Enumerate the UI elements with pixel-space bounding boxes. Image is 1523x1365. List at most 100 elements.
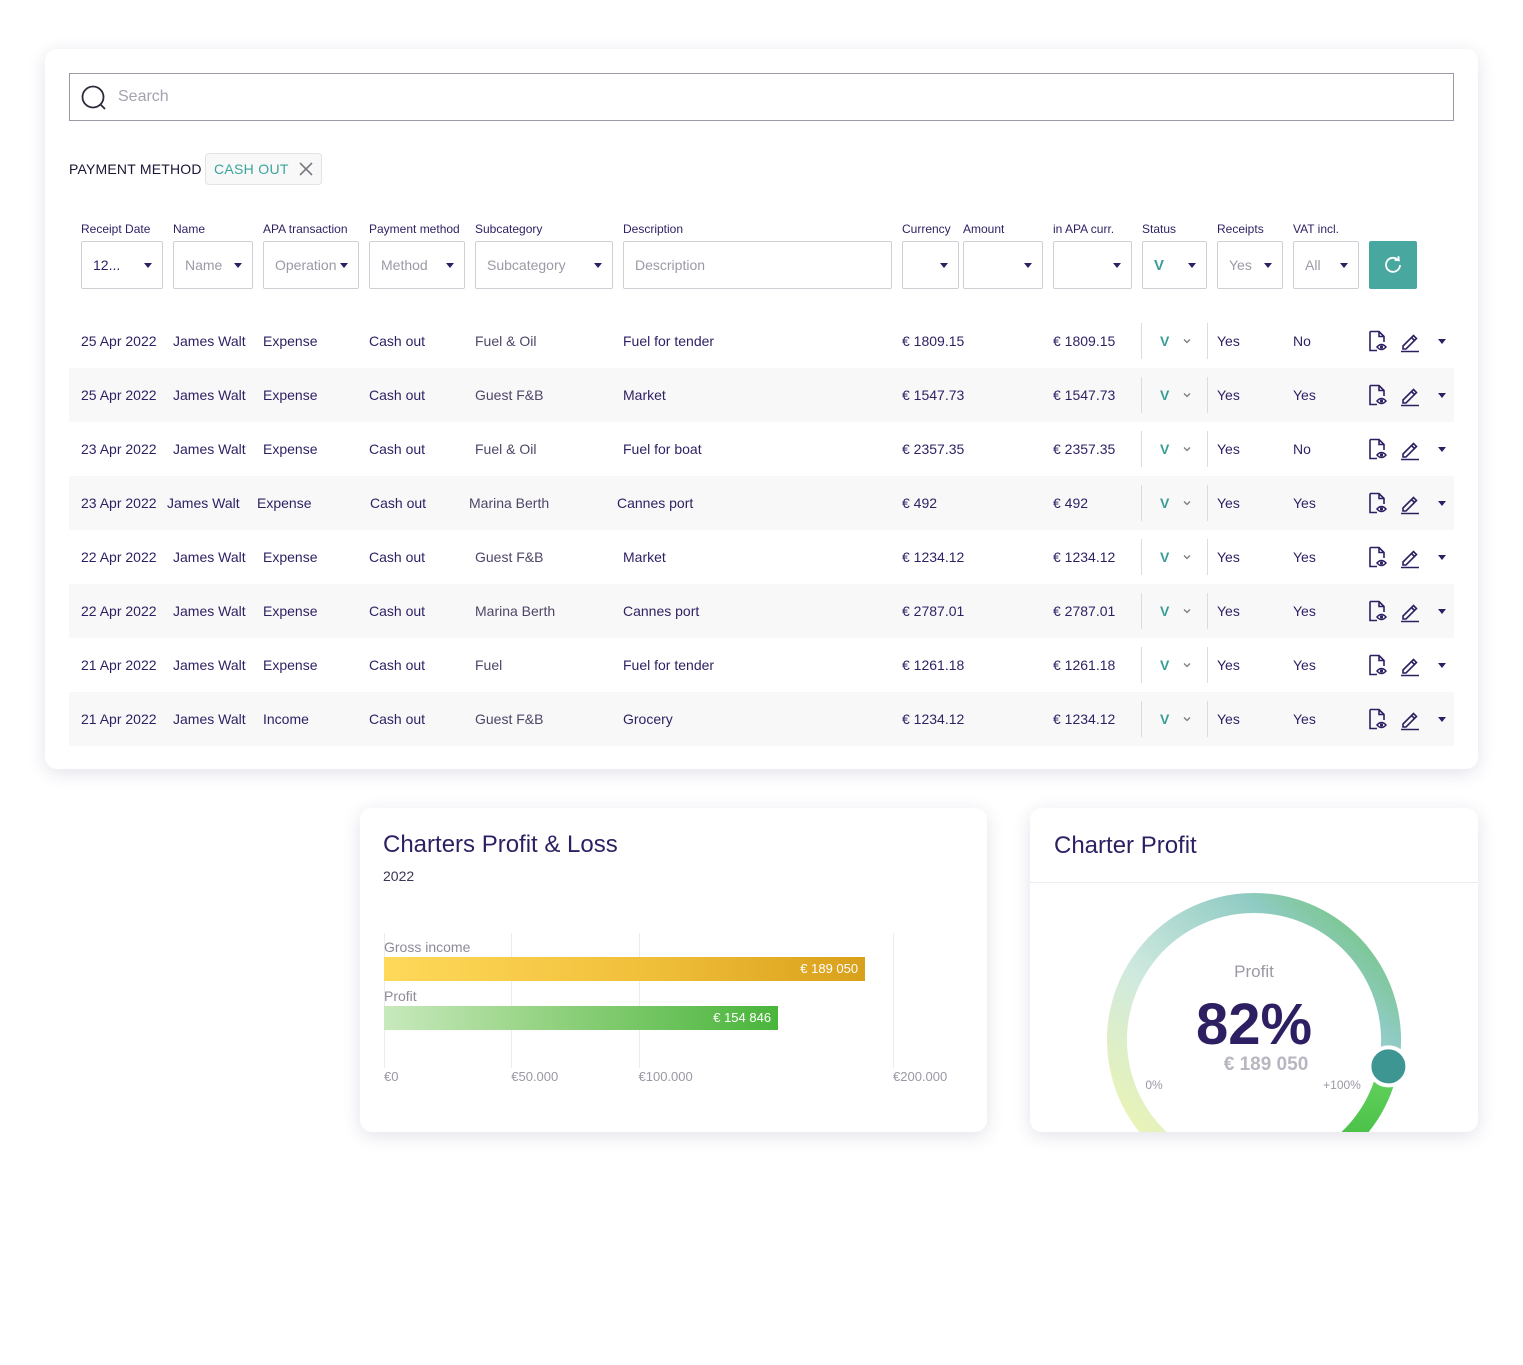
row-apa-amount: € 492 (1053, 495, 1089, 511)
row-status[interactable]: V (1160, 333, 1170, 349)
row-status[interactable]: V (1160, 657, 1170, 673)
row-apa-transaction: Income (263, 711, 309, 727)
row-menu-icon[interactable] (1438, 717, 1446, 722)
row-payment-method: Cash out (369, 333, 426, 349)
status-select[interactable]: V (1142, 241, 1207, 289)
currency-select[interactable] (902, 241, 959, 289)
row-status[interactable]: V (1160, 603, 1170, 619)
row-status[interactable]: V (1160, 387, 1170, 403)
row-subcategory: Guest F&B (475, 711, 544, 727)
chevron-down-icon[interactable] (1182, 498, 1192, 508)
row-menu-icon[interactable] (1438, 663, 1446, 668)
table-row[interactable]: 22 Apr 2022 James Walt Expense Cash out … (69, 530, 1454, 584)
edit-icon[interactable] (1398, 599, 1422, 623)
row-status[interactable]: V (1160, 711, 1170, 727)
edit-icon[interactable] (1398, 653, 1422, 677)
method-select-placeholder: Method (381, 257, 428, 273)
chevron-down-icon[interactable] (1182, 336, 1192, 346)
table-row[interactable]: 22 Apr 2022 James Walt Expense Cash out … (69, 584, 1454, 638)
table-row[interactable]: 21 Apr 2022 James Walt Expense Cash out … (69, 638, 1454, 692)
view-receipt-icon[interactable] (1366, 491, 1390, 515)
edit-icon[interactable] (1398, 491, 1422, 515)
row-menu-icon[interactable] (1438, 447, 1446, 452)
row-receipts: Yes (1217, 549, 1240, 565)
col-currency: Currency (902, 222, 951, 236)
view-receipt-icon[interactable] (1366, 437, 1390, 461)
row-menu-icon[interactable] (1438, 339, 1446, 344)
chevron-down-icon[interactable] (1182, 444, 1192, 454)
name-select[interactable]: Name (173, 241, 253, 289)
search-bar[interactable] (69, 73, 1454, 121)
row-date: 21 Apr 2022 (81, 711, 157, 727)
receipts-select[interactable]: Yes (1217, 241, 1283, 289)
row-amount: € 1234.12 (902, 711, 965, 727)
method-select[interactable]: Method (369, 241, 465, 289)
chevron-down-icon[interactable] (1182, 660, 1192, 670)
close-icon[interactable] (299, 162, 313, 176)
table-row[interactable]: 23 Apr 2022 James Walt Expense Cash out … (69, 422, 1454, 476)
x-tick-label: €0 (384, 1069, 399, 1084)
chevron-down-icon[interactable] (1182, 606, 1192, 616)
row-status[interactable]: V (1160, 441, 1170, 457)
row-name: James Walt (173, 387, 246, 403)
description-field-placeholder: Description (635, 257, 706, 273)
row-receipts: Yes (1217, 333, 1240, 349)
view-receipt-icon[interactable] (1366, 707, 1390, 731)
edit-icon[interactable] (1398, 437, 1422, 461)
card-subtitle: 2022 (383, 868, 415, 884)
row-vat: Yes (1293, 657, 1316, 673)
row-status[interactable]: V (1160, 549, 1170, 565)
row-menu-icon[interactable] (1438, 555, 1446, 560)
amount-select[interactable] (963, 241, 1043, 289)
divider (1141, 377, 1142, 413)
gauge-percent: 82% (1196, 992, 1312, 1057)
cash-out-filter-chip[interactable]: CASH OUT (205, 153, 322, 185)
row-vat: Yes (1293, 495, 1316, 511)
operation-select[interactable]: Operation (263, 241, 359, 289)
profit-loss-card: Charters Profit & Loss 2022 €0 €50.000 €10… (360, 808, 987, 1132)
row-receipts: Yes (1217, 711, 1240, 727)
receipt-date-select[interactable]: 12... (81, 241, 163, 289)
chevron-down-icon (1113, 263, 1121, 268)
view-receipt-icon[interactable] (1366, 545, 1390, 569)
col-vat-incl: VAT incl. (1293, 222, 1340, 236)
description-field[interactable]: Description (623, 241, 892, 289)
search-input[interactable] (118, 74, 1438, 120)
row-menu-icon[interactable] (1438, 609, 1446, 614)
row-apa-amount: € 1809.15 (1053, 333, 1116, 349)
row-vat: Yes (1293, 603, 1316, 619)
subcategory-select[interactable]: Subcategory (475, 241, 613, 289)
view-receipt-icon[interactable] (1366, 599, 1390, 623)
edit-icon[interactable] (1398, 545, 1422, 569)
view-receipt-icon[interactable] (1366, 383, 1390, 407)
apa-currency-select[interactable] (1053, 241, 1132, 289)
profit-gauge: Profit 82% € 189 050 0% +100% (1107, 892, 1410, 1132)
gauge-min-label: 0% (1145, 1078, 1163, 1092)
row-description: Market (623, 387, 666, 403)
chevron-down-icon[interactable] (1182, 390, 1192, 400)
row-date: 25 Apr 2022 (81, 387, 157, 403)
divider (1141, 701, 1142, 737)
row-name: James Walt (173, 441, 246, 457)
row-status[interactable]: V (1160, 495, 1170, 511)
chevron-down-icon[interactable] (1182, 552, 1192, 562)
refresh-button[interactable] (1369, 241, 1417, 289)
gauge-indicator (1367, 1045, 1410, 1088)
vat-select[interactable]: All (1293, 241, 1359, 289)
table-row[interactable]: 25 Apr 2022 James Walt Expense Cash out … (69, 314, 1454, 368)
table-row[interactable]: 21 Apr 2022 James Walt Income Cash out G… (69, 692, 1454, 746)
view-receipt-icon[interactable] (1366, 329, 1390, 353)
chevron-down-icon[interactable] (1182, 714, 1192, 724)
row-menu-icon[interactable] (1438, 393, 1446, 398)
view-receipt-icon[interactable] (1366, 653, 1390, 677)
edit-icon[interactable] (1398, 383, 1422, 407)
table-row[interactable]: 25 Apr 2022 James Walt Expense Cash out … (69, 368, 1454, 422)
edit-icon[interactable] (1398, 707, 1422, 731)
edit-icon[interactable] (1398, 329, 1422, 353)
divider (1141, 485, 1142, 521)
row-apa-amount: € 2787.01 (1053, 603, 1116, 619)
row-apa-amount: € 1261.18 (1053, 657, 1116, 673)
row-vat: Yes (1293, 549, 1316, 565)
table-row[interactable]: 23 Apr 2022 James Walt Expense Cash out … (69, 476, 1454, 530)
row-menu-icon[interactable] (1438, 501, 1446, 506)
